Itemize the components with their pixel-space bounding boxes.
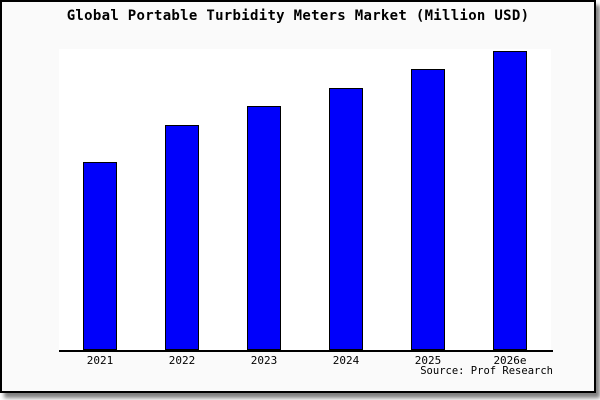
x-tick-label-2022: 2022 <box>168 354 196 367</box>
source-note: Source: Prof Research <box>420 365 553 377</box>
bar-2023 <box>247 106 281 350</box>
bar-slot <box>59 49 141 350</box>
bar-slot <box>141 49 223 350</box>
x-axis-line <box>59 350 553 352</box>
x-axis-labels: 2021 2022 2023 2024 2025 2026e <box>59 354 551 367</box>
bar-slot <box>223 49 305 350</box>
plot-area <box>59 49 551 350</box>
x-tick-label-2021: 2021 <box>86 354 114 367</box>
bar-slot <box>469 49 551 350</box>
bar-slot <box>387 49 469 350</box>
chart-title: Global Portable Turbidity Meters Market … <box>66 8 530 24</box>
x-tick-label-2026e: 2026e <box>493 354 527 367</box>
bar-2021 <box>83 162 117 350</box>
bar-2024 <box>329 88 363 350</box>
bar-2026e <box>493 51 527 350</box>
bar-slot <box>305 49 387 350</box>
x-tick-label-2025: 2025 <box>414 354 442 367</box>
bar-2025 <box>411 69 445 350</box>
chart-frame: Global Portable Turbidity Meters Market … <box>0 0 596 393</box>
bar-2022 <box>165 124 199 350</box>
x-tick-label-2024: 2024 <box>332 354 360 367</box>
x-tick-label-2023: 2023 <box>250 354 278 367</box>
